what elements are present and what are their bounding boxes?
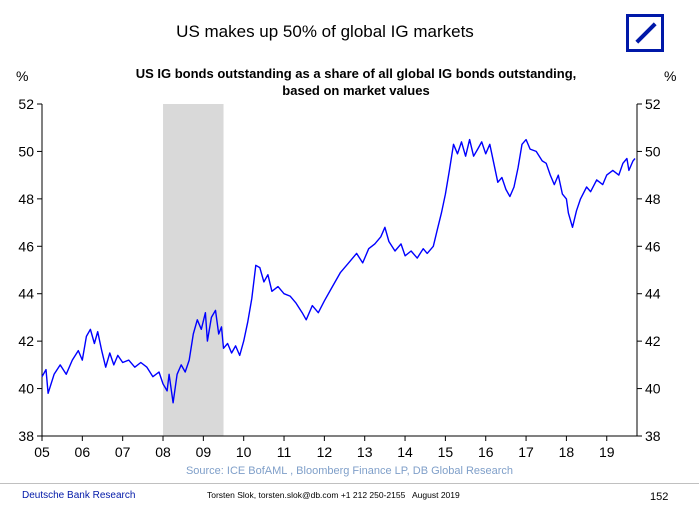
x-tick-label: 07 (115, 444, 131, 460)
series-line (41, 138, 636, 404)
x-tick-label: 06 (75, 444, 91, 460)
chart-subtitle-line2: based on market values (282, 83, 429, 98)
y-tick-label-left: 48 (18, 191, 34, 207)
x-tick-label: 19 (599, 444, 615, 460)
y-tick-label-left: 42 (18, 333, 34, 349)
x-tick-label: 10 (236, 444, 252, 460)
x-tick-label: 11 (277, 444, 292, 460)
y-tick-label-left: 46 (18, 238, 34, 254)
y-tick-label-right: 52 (645, 96, 661, 112)
y-tick-label-right: 40 (645, 381, 661, 397)
page-number: 152 (650, 491, 669, 503)
y-tick-label-left: 50 (18, 143, 34, 159)
x-tick-label: 15 (438, 444, 454, 460)
y-tick-label-left: 44 (18, 286, 34, 302)
slide-title: US makes up 50% of global IG markets (176, 22, 474, 41)
y-tick-label-right: 44 (645, 286, 661, 302)
y-tick-label-left: 38 (18, 428, 34, 444)
footer-divider (0, 483, 699, 484)
y-tick-label-right: 42 (645, 333, 661, 349)
x-tick-label: 17 (518, 444, 534, 460)
y-tick-label-right: 48 (645, 191, 661, 207)
chart-subtitle-line1: US IG bonds outstanding as a share of al… (136, 66, 577, 81)
x-tick-label: 08 (155, 444, 171, 460)
x-tick-label: 16 (478, 444, 494, 460)
x-tick-label: 05 (34, 444, 50, 460)
y-tick-label-right: 46 (645, 238, 661, 254)
y-tick-label-right: 38 (645, 428, 661, 444)
x-tick-label: 18 (559, 444, 575, 460)
source-note: Source: ICE BofAML , Bloomberg Finance L… (185, 465, 514, 477)
y-tick-label-left: 52 (18, 96, 34, 112)
x-tick-label: 13 (357, 444, 373, 460)
x-tick-label: 12 (317, 444, 333, 460)
x-tick-label: 14 (397, 444, 413, 460)
deutsche-bank-logo-icon (626, 14, 664, 52)
footer-author: Torsten Slok, torsten.slok@db.com +1 212… (207, 490, 406, 500)
right-axis-unit: % (664, 68, 676, 84)
y-tick-label-left: 40 (18, 381, 34, 397)
recession-band (163, 104, 224, 436)
left-axis-unit: % (16, 68, 28, 84)
x-tick-label: 09 (196, 444, 212, 460)
y-tick-label-right: 50 (645, 143, 661, 159)
footer-brand: Deutsche Bank Research (22, 490, 136, 501)
footer-date: August 2019 (412, 490, 460, 500)
